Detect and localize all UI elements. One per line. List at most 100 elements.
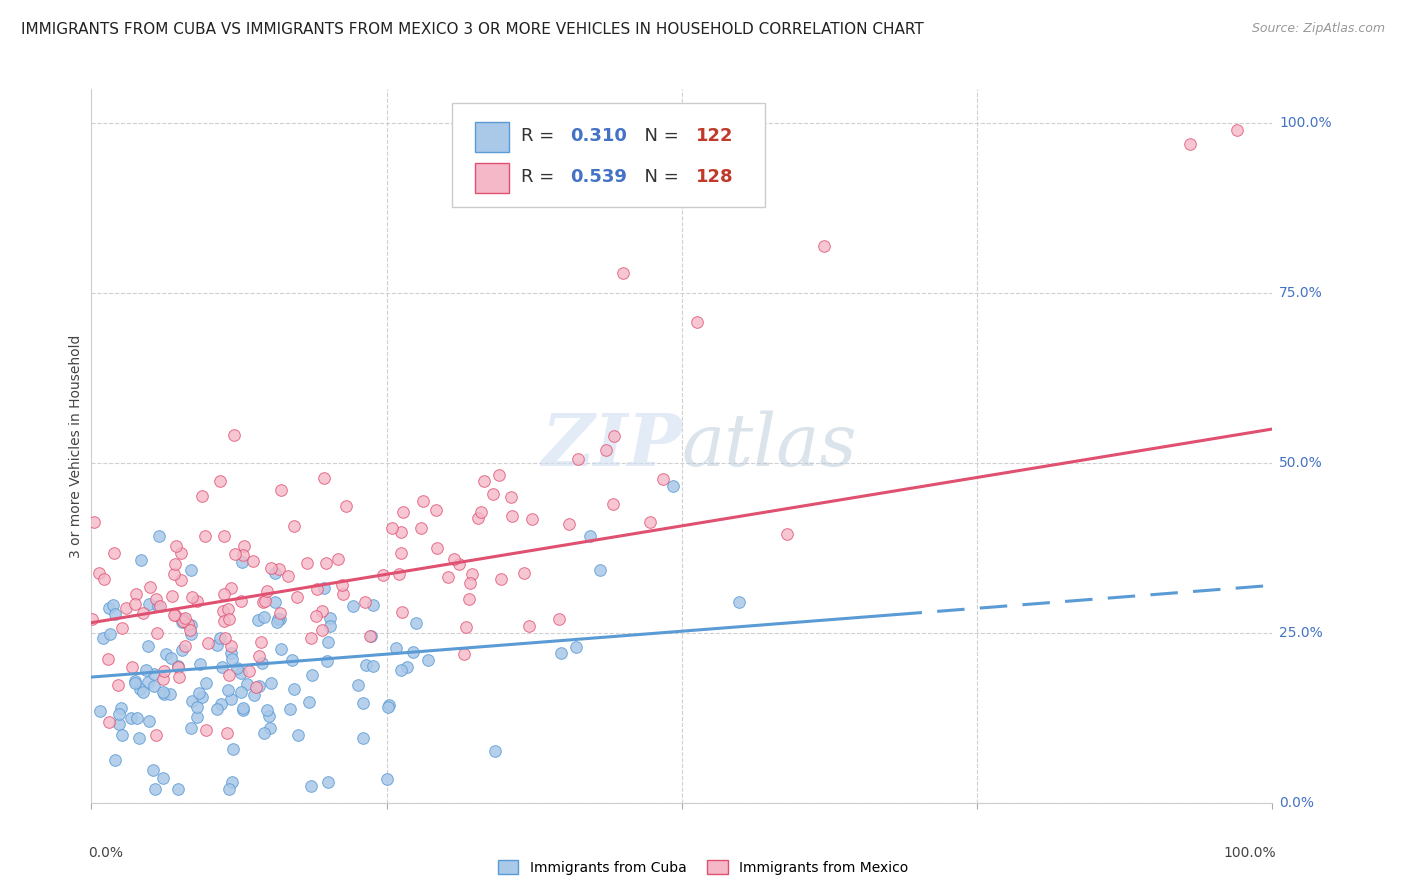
Point	[205, 639, 228, 653]
Point	[252, 595, 274, 609]
Point	[190, 690, 212, 705]
Point	[233, 539, 256, 553]
Point	[565, 640, 588, 654]
Point	[409, 521, 432, 535]
Point	[180, 618, 202, 632]
Point	[238, 664, 260, 678]
Point	[172, 615, 194, 630]
Text: atlas: atlas	[682, 410, 858, 482]
Point	[305, 582, 328, 596]
Point	[128, 731, 150, 745]
Text: R =: R =	[520, 127, 560, 145]
Point	[381, 521, 404, 535]
Point	[111, 621, 134, 635]
Point	[335, 499, 357, 513]
Point	[426, 541, 449, 555]
Point	[453, 648, 475, 662]
Point	[205, 702, 228, 716]
Point	[488, 467, 510, 482]
Point	[245, 680, 267, 694]
Point	[512, 566, 534, 580]
Point	[316, 654, 339, 668]
Text: 0.0%: 0.0%	[87, 846, 122, 860]
Point	[107, 677, 129, 691]
Point	[143, 782, 166, 797]
Point	[454, 620, 477, 634]
Point	[149, 599, 172, 614]
Point	[602, 497, 624, 511]
Point	[121, 660, 143, 674]
Point	[242, 554, 264, 568]
Point	[218, 782, 240, 797]
Text: 128: 128	[696, 168, 734, 186]
Point	[247, 679, 270, 693]
Point	[377, 700, 399, 714]
Point	[256, 703, 278, 717]
Point	[208, 475, 231, 489]
Point	[311, 623, 333, 637]
Text: 100.0%: 100.0%	[1279, 116, 1331, 130]
Text: 0.310: 0.310	[571, 127, 627, 145]
Point	[264, 594, 287, 608]
Point	[124, 674, 146, 689]
Point	[138, 714, 160, 728]
Point	[363, 598, 385, 612]
Point	[436, 570, 458, 584]
Point	[260, 675, 283, 690]
Point	[579, 529, 602, 543]
Point	[167, 670, 190, 684]
Point	[299, 779, 322, 793]
Point	[107, 716, 129, 731]
Point	[163, 567, 186, 582]
Point	[191, 489, 214, 503]
Point	[194, 723, 217, 737]
Point	[124, 597, 146, 611]
Point	[104, 607, 127, 621]
Point	[83, 515, 105, 529]
Point	[142, 764, 165, 778]
Point	[221, 652, 243, 666]
Point	[229, 665, 252, 680]
Point	[558, 517, 581, 532]
Point	[686, 315, 709, 329]
Point	[104, 753, 127, 767]
Point	[489, 572, 512, 586]
Point	[259, 708, 281, 723]
Point	[186, 710, 208, 724]
Point	[180, 591, 202, 605]
Point	[135, 663, 157, 677]
Point	[89, 704, 111, 718]
Point	[180, 627, 202, 641]
Point	[389, 546, 412, 560]
Point	[392, 505, 415, 519]
Point	[250, 635, 273, 649]
Point	[166, 659, 188, 673]
Point	[146, 599, 169, 613]
Point	[121, 711, 143, 725]
Point	[163, 608, 186, 623]
Point	[217, 683, 239, 698]
Point	[224, 547, 246, 561]
Point	[148, 529, 170, 543]
Point	[347, 678, 370, 692]
Point	[167, 659, 190, 673]
Point	[226, 660, 249, 674]
Point	[283, 681, 305, 696]
Point	[728, 595, 751, 609]
Point	[375, 772, 398, 786]
Text: N =: N =	[633, 168, 685, 186]
Point	[125, 711, 148, 725]
Point	[247, 649, 270, 664]
Point	[115, 600, 138, 615]
Point	[221, 741, 243, 756]
Point	[305, 609, 328, 624]
Point	[186, 593, 208, 607]
Point	[517, 618, 540, 632]
Point	[194, 676, 217, 690]
Point	[229, 594, 252, 608]
Point	[209, 631, 232, 645]
Point	[212, 614, 235, 628]
Point	[256, 584, 278, 599]
Point	[160, 651, 183, 665]
Point	[215, 725, 238, 739]
